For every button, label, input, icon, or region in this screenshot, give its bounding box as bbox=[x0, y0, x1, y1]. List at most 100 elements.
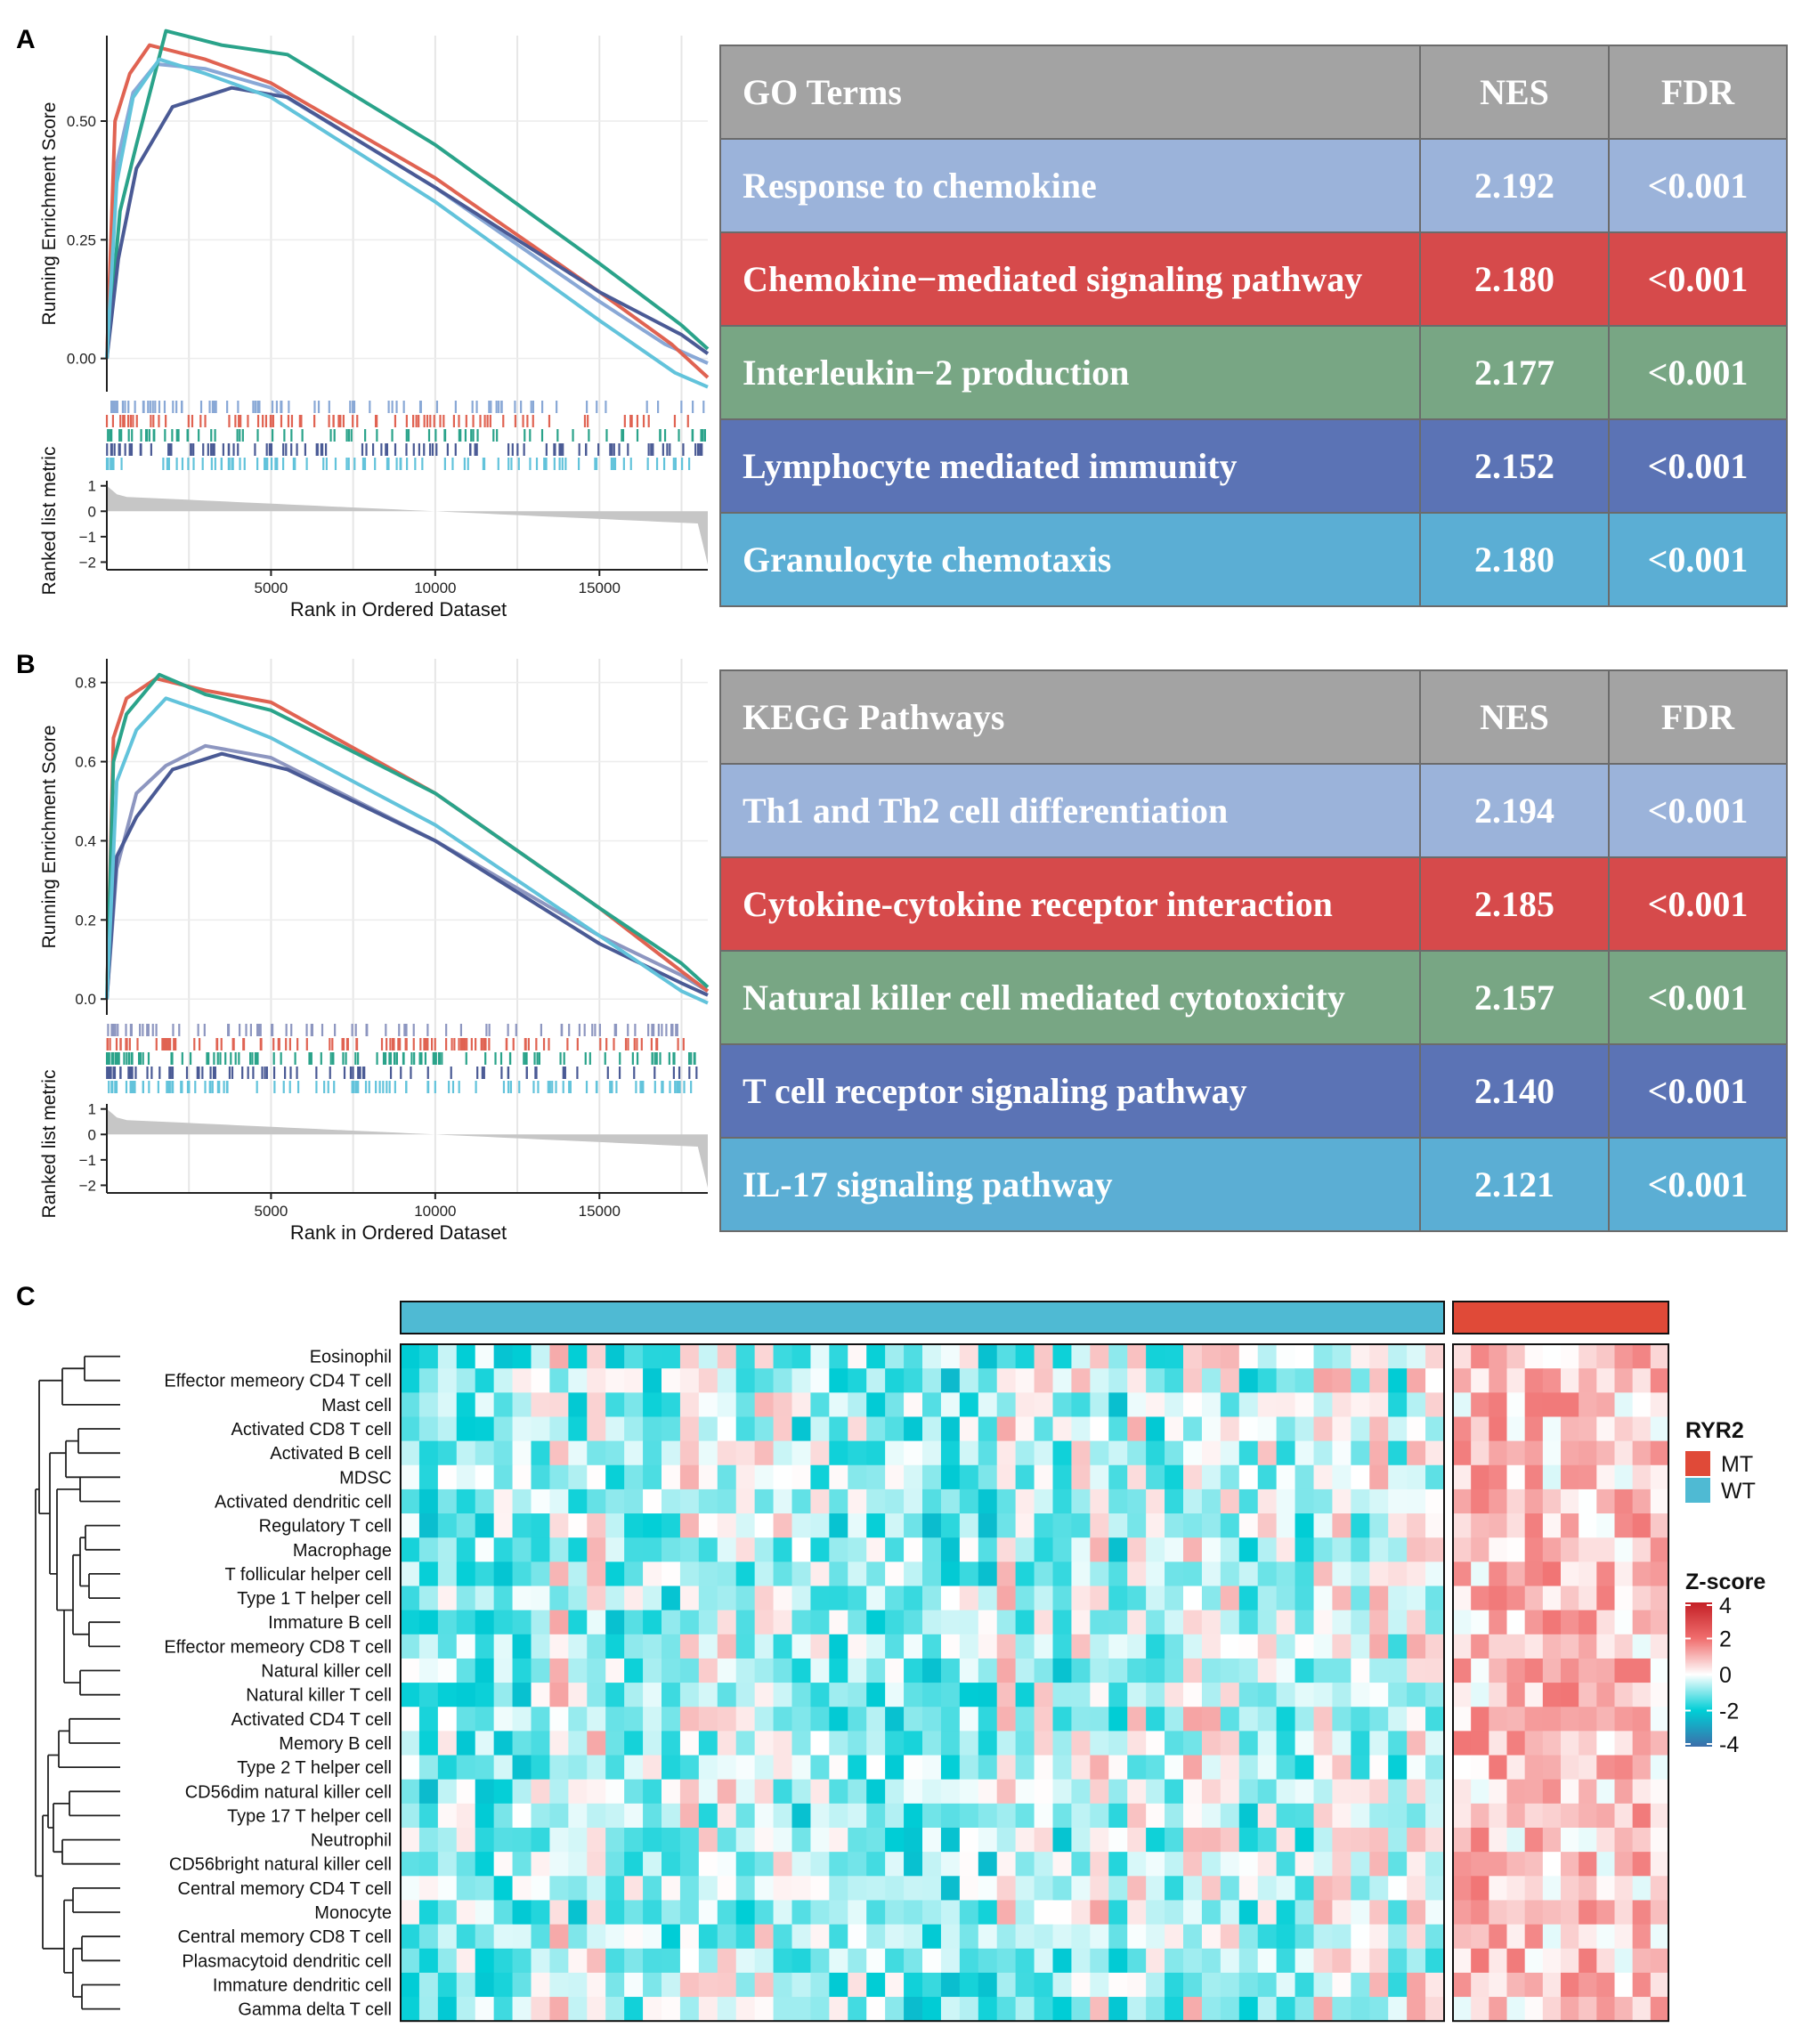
heatmap-cell bbox=[475, 1440, 495, 1466]
heatmap-cell bbox=[531, 1488, 551, 1514]
heatmap-cell bbox=[717, 1634, 737, 1659]
heatmap-cell bbox=[1127, 1900, 1147, 1926]
heatmap-cell bbox=[624, 1464, 644, 1490]
heatmap-cell bbox=[1561, 1464, 1579, 1490]
heatmap-cell bbox=[475, 1683, 495, 1707]
heatmap-cell bbox=[1108, 1634, 1128, 1659]
heatmap-cell bbox=[1034, 1803, 1054, 1829]
heatmap-cell bbox=[1313, 1392, 1334, 1418]
table-header-term: KEGG Pathways bbox=[719, 669, 1421, 765]
heatmap-cell bbox=[568, 1392, 588, 1418]
heatmap-cell bbox=[904, 1828, 923, 1853]
heatmap-cell bbox=[810, 1488, 830, 1514]
row-label: Central memory CD4 T cell bbox=[178, 1879, 392, 1899]
heatmap-cell bbox=[698, 1440, 718, 1466]
heatmap-cell bbox=[1579, 1876, 1597, 1902]
heatmap-cell bbox=[773, 1344, 793, 1369]
row-dendrogram bbox=[35, 1355, 120, 2010]
heatmap-cell bbox=[829, 1416, 848, 1442]
heatmap-cell bbox=[1542, 1900, 1562, 1926]
legend-scale-title: Z-score bbox=[1685, 1570, 1765, 1594]
heatmap-cell bbox=[1489, 1948, 1508, 1974]
heatmap-cell bbox=[791, 1610, 812, 1635]
heatmap-cell bbox=[1453, 1731, 1472, 1756]
es-line-th1-and-th2-cell-differentiation bbox=[105, 743, 710, 1000]
heatmap-cell bbox=[568, 1344, 588, 1369]
heatmap-cell bbox=[662, 1803, 681, 1829]
table-header-nes: NES bbox=[1419, 669, 1610, 765]
heatmap-cell bbox=[1238, 1803, 1259, 1829]
heatmap-cell bbox=[1524, 1924, 1544, 1950]
term-cell: T cell receptor signaling pathway bbox=[719, 1043, 1421, 1139]
heatmap-cell bbox=[1090, 1876, 1109, 1902]
heatmap-cell bbox=[493, 1464, 514, 1490]
heatmap-cell bbox=[1183, 1658, 1203, 1683]
heatmap-cell bbox=[1332, 1537, 1351, 1562]
heatmap-cell bbox=[1489, 1658, 1508, 1683]
metric-tick-label: 0 bbox=[88, 1126, 96, 1143]
heatmap-cell bbox=[829, 1900, 848, 1926]
heatmap-cell bbox=[643, 1561, 662, 1587]
heatmap-cell bbox=[959, 1561, 979, 1587]
heatmap-cell bbox=[996, 1634, 1017, 1659]
heatmap-cell bbox=[904, 1731, 923, 1756]
heatmap-cell bbox=[791, 1707, 812, 1732]
heatmap-cell bbox=[1015, 1561, 1035, 1587]
heatmap-cell bbox=[1276, 1368, 1296, 1393]
heatmap-cell bbox=[754, 1731, 775, 1756]
heatmap-cell bbox=[1052, 1537, 1073, 1562]
heatmap-cell bbox=[549, 1828, 569, 1853]
heatmap-cell bbox=[1351, 1852, 1370, 1877]
fdr-cell: <0.001 bbox=[1608, 856, 1788, 952]
heatmap-cell bbox=[1471, 1392, 1489, 1418]
heatmap-cell bbox=[493, 1488, 514, 1514]
heatmap-cell bbox=[549, 1779, 569, 1805]
nes-cell: 2.157 bbox=[1419, 950, 1610, 1045]
heatmap-cell bbox=[922, 1586, 942, 1611]
heatmap-cell bbox=[568, 1731, 588, 1756]
heatmap-cell bbox=[885, 1488, 905, 1514]
heatmap-cell bbox=[437, 1488, 458, 1514]
heatmap-cell bbox=[1369, 1488, 1389, 1514]
heatmap-cell bbox=[885, 1537, 905, 1562]
heatmap-cell bbox=[1524, 1876, 1544, 1902]
heatmap-cell bbox=[1165, 1876, 1184, 1902]
heatmap-cell bbox=[605, 1440, 625, 1466]
heatmap-cell bbox=[662, 1368, 681, 1393]
heatmap-cell bbox=[810, 1755, 830, 1780]
heatmap-cell bbox=[1071, 1683, 1091, 1707]
heatmap-cell bbox=[1257, 1658, 1278, 1683]
heatmap-cell bbox=[1524, 1972, 1544, 1998]
heatmap-cell bbox=[512, 1537, 532, 1562]
heatmap-cell bbox=[1257, 1997, 1278, 2022]
heatmap-cell bbox=[904, 1344, 923, 1369]
heatmap-cell bbox=[1369, 1634, 1389, 1659]
heatmap-cell bbox=[1542, 1755, 1562, 1780]
heatmap-cell bbox=[1034, 1828, 1054, 1853]
heatmap-cell bbox=[698, 1924, 718, 1950]
heatmap-cell bbox=[698, 1876, 718, 1902]
heatmap-cell bbox=[1146, 1852, 1165, 1877]
heatmap-cell bbox=[698, 1755, 718, 1780]
heatmap-cell bbox=[1425, 1537, 1445, 1562]
heatmap-cell bbox=[1313, 1586, 1334, 1611]
heatmap-cell bbox=[940, 1513, 961, 1538]
heatmap-cell bbox=[1090, 1392, 1109, 1418]
heatmap-cell bbox=[717, 1876, 737, 1902]
heatmap-cell bbox=[1332, 1997, 1351, 2022]
row-label: CD56dim natural killer cell bbox=[185, 1782, 392, 1802]
heatmap-cell bbox=[401, 1634, 420, 1659]
heatmap-cell bbox=[754, 1464, 775, 1490]
heatmap-cell bbox=[475, 1997, 495, 2022]
heatmap-cell bbox=[922, 1707, 942, 1732]
heatmap-cell bbox=[1524, 1513, 1544, 1538]
heatmap-cell bbox=[717, 1755, 737, 1780]
heatmap-cell bbox=[531, 1731, 551, 1756]
heatmap-cell bbox=[866, 1344, 886, 1369]
heatmap-cell bbox=[1561, 1707, 1579, 1732]
heatmap-cell bbox=[437, 1392, 458, 1418]
heatmap-cell bbox=[829, 1610, 848, 1635]
heatmap-cell bbox=[1614, 1852, 1634, 1877]
heatmap-cell bbox=[791, 1513, 812, 1538]
heatmap-cell bbox=[493, 1828, 514, 1853]
